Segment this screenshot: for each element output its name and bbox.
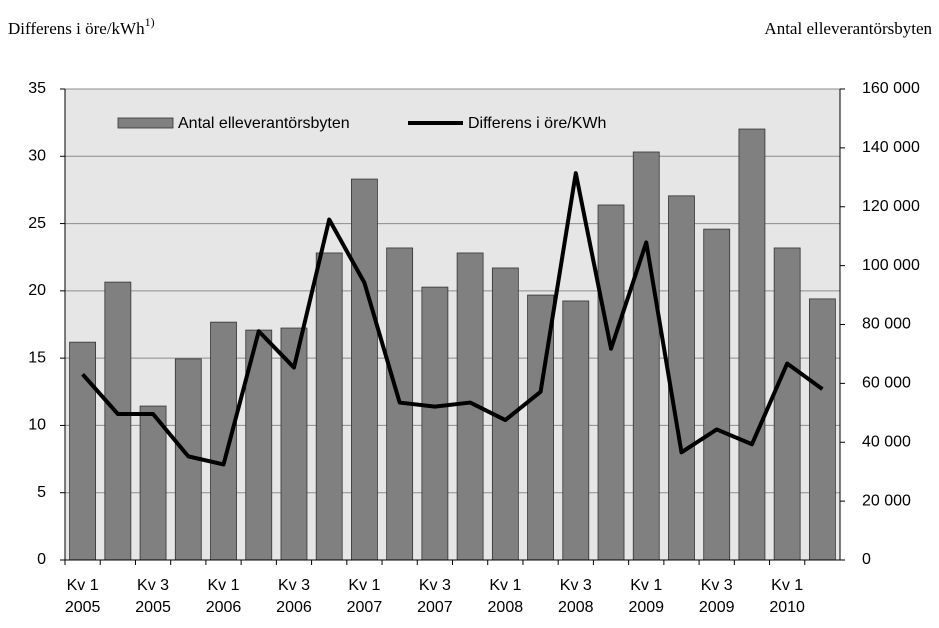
x-tick-label: Kv 1 2005: [65, 577, 101, 616]
y-axis-title-text: Differens i öre/kWh: [8, 19, 145, 38]
x-tick-label-line: Kv 3: [560, 577, 592, 594]
y2-tick-label: 0: [862, 551, 871, 568]
x-tick-label-line: Kv 1: [208, 577, 240, 594]
bar: [69, 341, 97, 561]
y2-tick-label: 20 000: [862, 492, 911, 509]
x-tick-label-line: Kv 3: [701, 577, 733, 594]
bar: [315, 252, 343, 561]
x-tick-label-line: Kv 1: [348, 577, 380, 594]
x-tick-label-line: 2006: [276, 599, 312, 616]
y2-tick-label: 100 000: [862, 257, 920, 274]
bar: [210, 321, 237, 561]
x-tick-label-line: 2009: [699, 599, 735, 616]
x-tick-label: Kv 3 2007: [417, 577, 453, 616]
line-series: [81, 171, 824, 467]
bar: [351, 178, 378, 561]
legend-label: Differens i öre/KWh: [468, 115, 606, 132]
legend-swatch: [117, 117, 174, 129]
y2-tick-label: 40 000: [862, 433, 911, 450]
x-tick-label-line: Kv 1: [630, 577, 662, 594]
legend-label: Antal elleverantörsbyten: [178, 115, 350, 132]
x-tick-label-line: Kv 3: [419, 577, 451, 594]
y-tick-label: 35: [28, 80, 46, 97]
bar: [808, 298, 836, 561]
y2-tick-label: 120 000: [862, 198, 920, 215]
x-tick-label-line: 2007: [347, 599, 383, 616]
y2-tick-label: 160 000: [862, 80, 920, 97]
x-tick-label: Kv 3 2009: [699, 577, 735, 616]
x-tick-label: Kv 1 2007: [347, 577, 383, 616]
x-tick-label-line: Kv 1: [771, 577, 803, 594]
y-tick-label: 0: [37, 551, 46, 568]
x-tick-label: Kv 3 2005: [135, 577, 171, 616]
y2-tick-label: 140 000: [862, 139, 920, 156]
bar: [632, 151, 660, 561]
bar: [773, 247, 801, 561]
x-tick-label-line: 2009: [628, 599, 664, 616]
x-tick-label: Kv 1 2008: [488, 577, 524, 616]
y2-tick-label: 80 000: [862, 316, 911, 333]
x-tick-label-line: 2005: [65, 599, 101, 616]
x-tick-label-line: 2005: [135, 599, 171, 616]
x-tick-label: Kv 3 2006: [276, 577, 312, 616]
x-tick-label: Kv 1 2006: [206, 577, 242, 616]
y-tick-label: 10: [28, 417, 46, 434]
x-tick-label-line: Kv 3: [278, 577, 310, 594]
y-axis-title-note: 1): [145, 15, 155, 29]
bar: [562, 300, 590, 561]
bar: [738, 128, 766, 561]
y-tick-label: 25: [28, 215, 46, 232]
bar: [421, 286, 449, 561]
x-tick-label-line: 2008: [558, 599, 594, 616]
bar: [668, 195, 695, 561]
bar: [703, 228, 731, 561]
x-tick-label-line: 2010: [769, 599, 805, 616]
x-tick-label-line: Kv 1: [67, 577, 99, 594]
y2-axis-title: Antal elleverantörsbyten: [764, 19, 932, 38]
y-tick-label: 20: [28, 282, 46, 299]
x-tick-label: Kv 3 2008: [558, 577, 594, 616]
bar: [597, 204, 625, 561]
x-tick-label: Kv 1 2009: [628, 577, 664, 616]
x-tick-label-line: Kv 3: [137, 577, 169, 594]
y-axis-title: Differens i öre/kWh1): [8, 15, 155, 38]
y-tick-label: 15: [28, 349, 46, 366]
y2-tick-label: 60 000: [862, 375, 911, 392]
bar: [139, 405, 167, 561]
x-tick-label: Kv 1 2010: [769, 577, 805, 616]
bar: [104, 281, 132, 561]
y-tick-label: 30: [28, 148, 46, 165]
x-tick-label-line: 2008: [488, 599, 524, 616]
y-tick-label: 5: [37, 484, 46, 501]
x-tick-label-line: Kv 1: [489, 577, 521, 594]
x-tick-label-line: 2007: [417, 599, 453, 616]
x-tick-label-line: 2006: [206, 599, 242, 616]
